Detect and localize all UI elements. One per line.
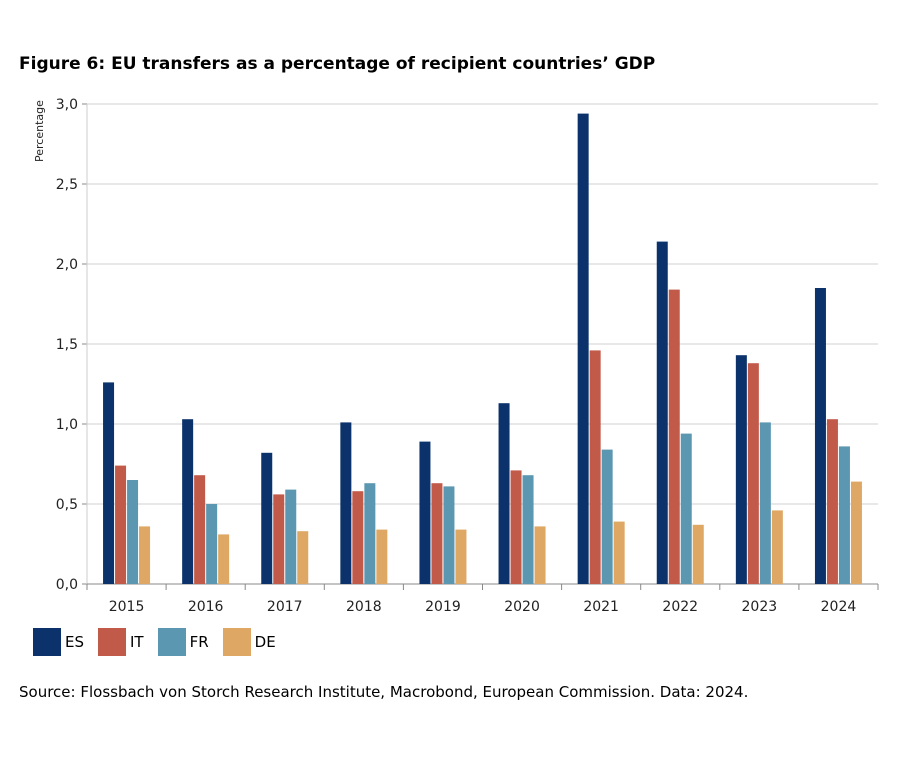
bar-FR-2021	[601, 449, 613, 584]
bar-IT-2017	[273, 494, 285, 584]
y-tick-label: 1,5	[56, 337, 78, 353]
bar-ES-2024	[814, 288, 826, 584]
bar-ES-2022	[656, 241, 668, 584]
bar-ES-2020	[498, 403, 510, 584]
legend-swatch	[157, 628, 186, 656]
bar-FR-2016	[206, 504, 218, 584]
source-note: Source: Flossbach von Storch Research In…	[19, 683, 749, 701]
legend-item: ES	[33, 628, 84, 656]
y-tick-label: 3,0	[56, 97, 78, 113]
bar-FR-2019	[443, 486, 455, 584]
bar-FR-2015	[127, 480, 139, 584]
bar-ES-2016	[182, 419, 194, 584]
x-tick-label: 2021	[583, 599, 619, 615]
bar-IT-2018	[352, 491, 364, 584]
bar-ES-2018	[340, 422, 352, 584]
legend-swatch	[222, 628, 251, 656]
x-tick-label: 2017	[267, 599, 303, 615]
bar-FR-2020	[522, 475, 534, 584]
y-axis-label: Percentage	[33, 100, 46, 162]
bar-ES-2015	[103, 382, 115, 584]
bar-DE-2015	[139, 526, 151, 584]
bar-FR-2023	[759, 422, 771, 584]
legend-item: DE	[222, 628, 276, 656]
y-tick-label: 2,0	[56, 257, 78, 273]
bar-DE-2020	[534, 526, 546, 584]
legend-label: IT	[130, 633, 144, 651]
bar-IT-2021	[589, 350, 601, 584]
bar-DE-2018	[376, 529, 388, 584]
chart-title: Figure 6: EU transfers as a percentage o…	[19, 54, 656, 74]
bar-DE-2021	[613, 521, 625, 584]
bar-DE-2016	[218, 534, 230, 584]
bar-ES-2023	[735, 355, 747, 584]
bar-DE-2019	[455, 529, 467, 584]
bar-DE-2024	[850, 481, 862, 584]
x-tick-label: 2023	[742, 599, 778, 615]
legend-label: DE	[254, 633, 276, 651]
legend-label: ES	[65, 633, 84, 651]
bar-IT-2024	[826, 419, 838, 584]
bar-FR-2018	[364, 483, 376, 584]
legend-label: FR	[189, 633, 209, 651]
bar-DE-2017	[297, 531, 309, 584]
x-tick-label: 2016	[188, 599, 224, 615]
bar-ES-2019	[419, 441, 431, 584]
bar-IT-2020	[510, 470, 522, 584]
legend-item: FR	[157, 628, 209, 656]
bar-ES-2017	[261, 452, 273, 584]
y-tick-label: 0,0	[56, 577, 78, 593]
bar-FR-2024	[838, 446, 850, 584]
bar-ES-2021	[577, 113, 589, 584]
x-tick-label: 2024	[821, 599, 857, 615]
legend-swatch	[33, 628, 61, 656]
bar-IT-2022	[668, 289, 680, 584]
bar-FR-2022	[680, 433, 692, 584]
bar-IT-2019	[431, 483, 443, 584]
bar-DE-2022	[692, 524, 704, 584]
x-tick-label: 2018	[346, 599, 382, 615]
legend-item: IT	[98, 628, 144, 656]
x-tick-label: 2022	[662, 599, 698, 615]
bar-IT-2016	[194, 475, 206, 584]
y-tick-label: 0,5	[56, 497, 78, 513]
legend: ES IT FR DE	[33, 628, 290, 656]
bar-IT-2023	[747, 363, 759, 584]
bar-FR-2017	[285, 489, 297, 584]
x-tick-label: 2019	[425, 599, 461, 615]
y-tick-label: 2,5	[56, 177, 78, 193]
bar-DE-2023	[771, 510, 783, 584]
legend-swatch	[98, 628, 126, 656]
y-tick-label: 1,0	[56, 417, 78, 433]
x-tick-label: 2015	[109, 599, 145, 615]
x-tick-label: 2020	[504, 599, 540, 615]
bar-IT-2015	[115, 465, 127, 584]
